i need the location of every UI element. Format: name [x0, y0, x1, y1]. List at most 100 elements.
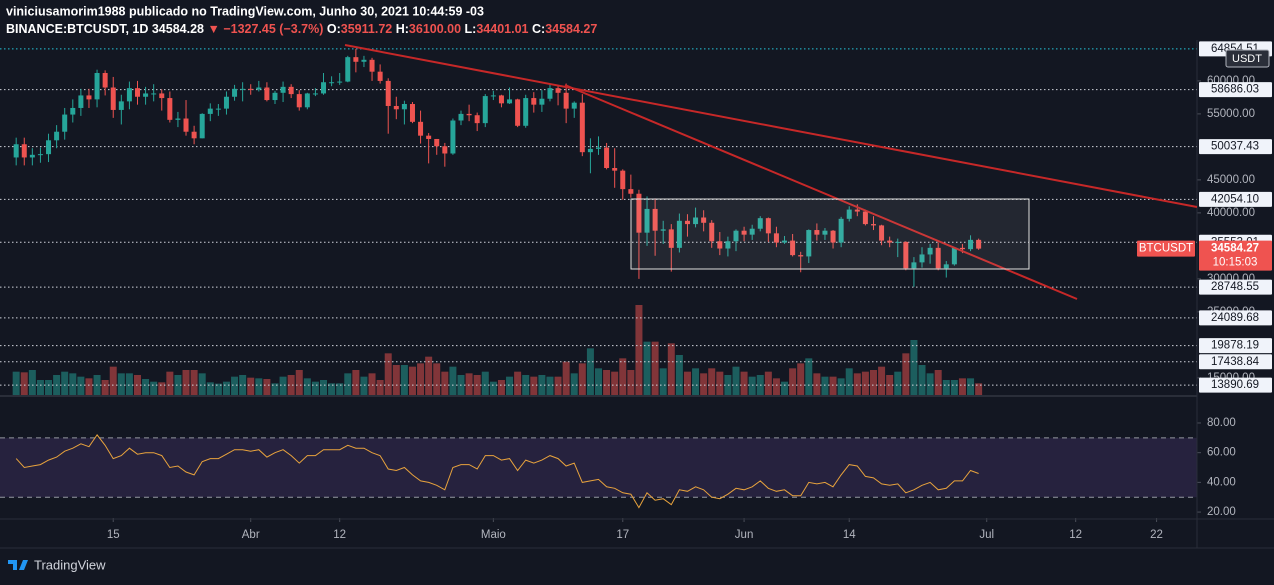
level-label-box	[1199, 377, 1272, 393]
volume-bar	[263, 379, 271, 395]
candle-body	[959, 247, 965, 250]
volume-bar	[117, 373, 125, 395]
volume-bar	[45, 380, 53, 395]
volume-bar	[368, 373, 376, 395]
volume-bar	[400, 365, 408, 395]
volume-bar	[352, 370, 360, 395]
field-value: 34584.27	[545, 22, 597, 36]
candle-body	[806, 230, 812, 257]
volume-bar	[417, 363, 425, 395]
volume-bar	[320, 380, 328, 395]
volume-bar	[740, 371, 748, 395]
volume-bar	[934, 370, 942, 395]
level-label: 58686.03	[1211, 84, 1259, 96]
volume-bar	[336, 383, 344, 395]
candle-body	[401, 104, 407, 110]
volume-bar	[214, 383, 222, 395]
candle-body	[717, 241, 723, 249]
candle-body	[264, 87, 270, 101]
volume-bar	[433, 363, 441, 395]
price-label-box	[1199, 240, 1272, 271]
candle-body	[895, 241, 901, 243]
rsi-tick-label: 40.00	[1207, 476, 1236, 488]
candle-body	[337, 81, 343, 83]
candle-body	[215, 108, 221, 110]
y-tick-label: 45000.00	[1207, 174, 1255, 186]
level-label-box	[1199, 354, 1272, 370]
candle-body	[798, 255, 804, 257]
candle-body	[288, 86, 294, 95]
volume-bar	[837, 378, 845, 395]
candle-body	[312, 93, 318, 95]
volume-bar	[635, 305, 643, 395]
x-tick-label: 14	[843, 529, 856, 541]
candle-body	[466, 113, 472, 116]
volume-bar	[570, 373, 578, 395]
level-label-box	[1199, 191, 1272, 207]
candle-body	[951, 247, 957, 265]
volume-bar	[716, 371, 724, 395]
volume-bar	[20, 372, 28, 395]
volume-bar	[142, 379, 150, 395]
currency: USDT	[1232, 53, 1262, 65]
last: 34584.28	[152, 22, 204, 36]
footer-logo: TradingView	[8, 557, 106, 572]
volume-bar	[109, 366, 117, 395]
volume-bar	[166, 371, 174, 395]
volume-bar	[497, 380, 505, 395]
volume-bar	[514, 371, 522, 395]
candle-body	[935, 247, 941, 269]
candle-body	[369, 59, 375, 72]
candle-body	[70, 107, 76, 115]
candle-body	[790, 240, 796, 256]
rsi-tick-label: 80.00	[1207, 417, 1236, 429]
volume-bar	[845, 368, 853, 395]
volume-bar	[12, 371, 20, 395]
volume-bar	[546, 376, 554, 395]
candle-body	[21, 144, 27, 158]
candle-body	[733, 230, 739, 242]
field-label: C:	[532, 22, 545, 36]
volume-bar	[683, 371, 691, 395]
volume-bar	[449, 366, 457, 395]
candle-body	[911, 262, 917, 269]
candle-body	[547, 88, 553, 99]
volume-bar	[667, 343, 675, 395]
volume-bar	[61, 371, 69, 395]
candle-body	[272, 92, 278, 101]
candle-body	[709, 222, 715, 242]
trend-line	[344, 44, 1198, 208]
candle-body	[409, 104, 415, 122]
volume-bar	[28, 370, 36, 395]
volume-bar	[732, 366, 740, 395]
volume-bar	[611, 371, 619, 395]
x-tick-label: 12	[1069, 529, 1082, 541]
candle-body	[151, 93, 157, 95]
volume-bar	[239, 375, 247, 395]
field-label: L:	[465, 22, 477, 36]
candle-body	[37, 154, 43, 156]
volume-bar	[125, 373, 133, 395]
candle-body	[668, 229, 674, 248]
candle-body	[854, 209, 860, 212]
level-label: 42054.10	[1211, 193, 1259, 205]
candle-body	[256, 87, 262, 90]
candle-body	[248, 88, 254, 90]
y-tick-label: 40000.00	[1207, 207, 1255, 219]
volume-bar	[692, 368, 700, 395]
x-tick-label: Jul	[979, 529, 994, 541]
level-label: 17438.84	[1211, 356, 1260, 368]
candle-body	[749, 228, 755, 235]
volume-bar	[554, 376, 562, 395]
volume-bar	[295, 370, 303, 395]
currency-badge	[1225, 49, 1270, 68]
volume-bar	[821, 376, 829, 395]
candle-body	[765, 218, 771, 234]
candle-body	[183, 118, 189, 132]
candle-body	[442, 146, 448, 154]
level-label-box	[1199, 139, 1272, 155]
volume-bar	[894, 371, 902, 395]
candle-body	[474, 115, 480, 124]
volume-bar	[797, 363, 805, 395]
candle-body	[676, 220, 682, 248]
